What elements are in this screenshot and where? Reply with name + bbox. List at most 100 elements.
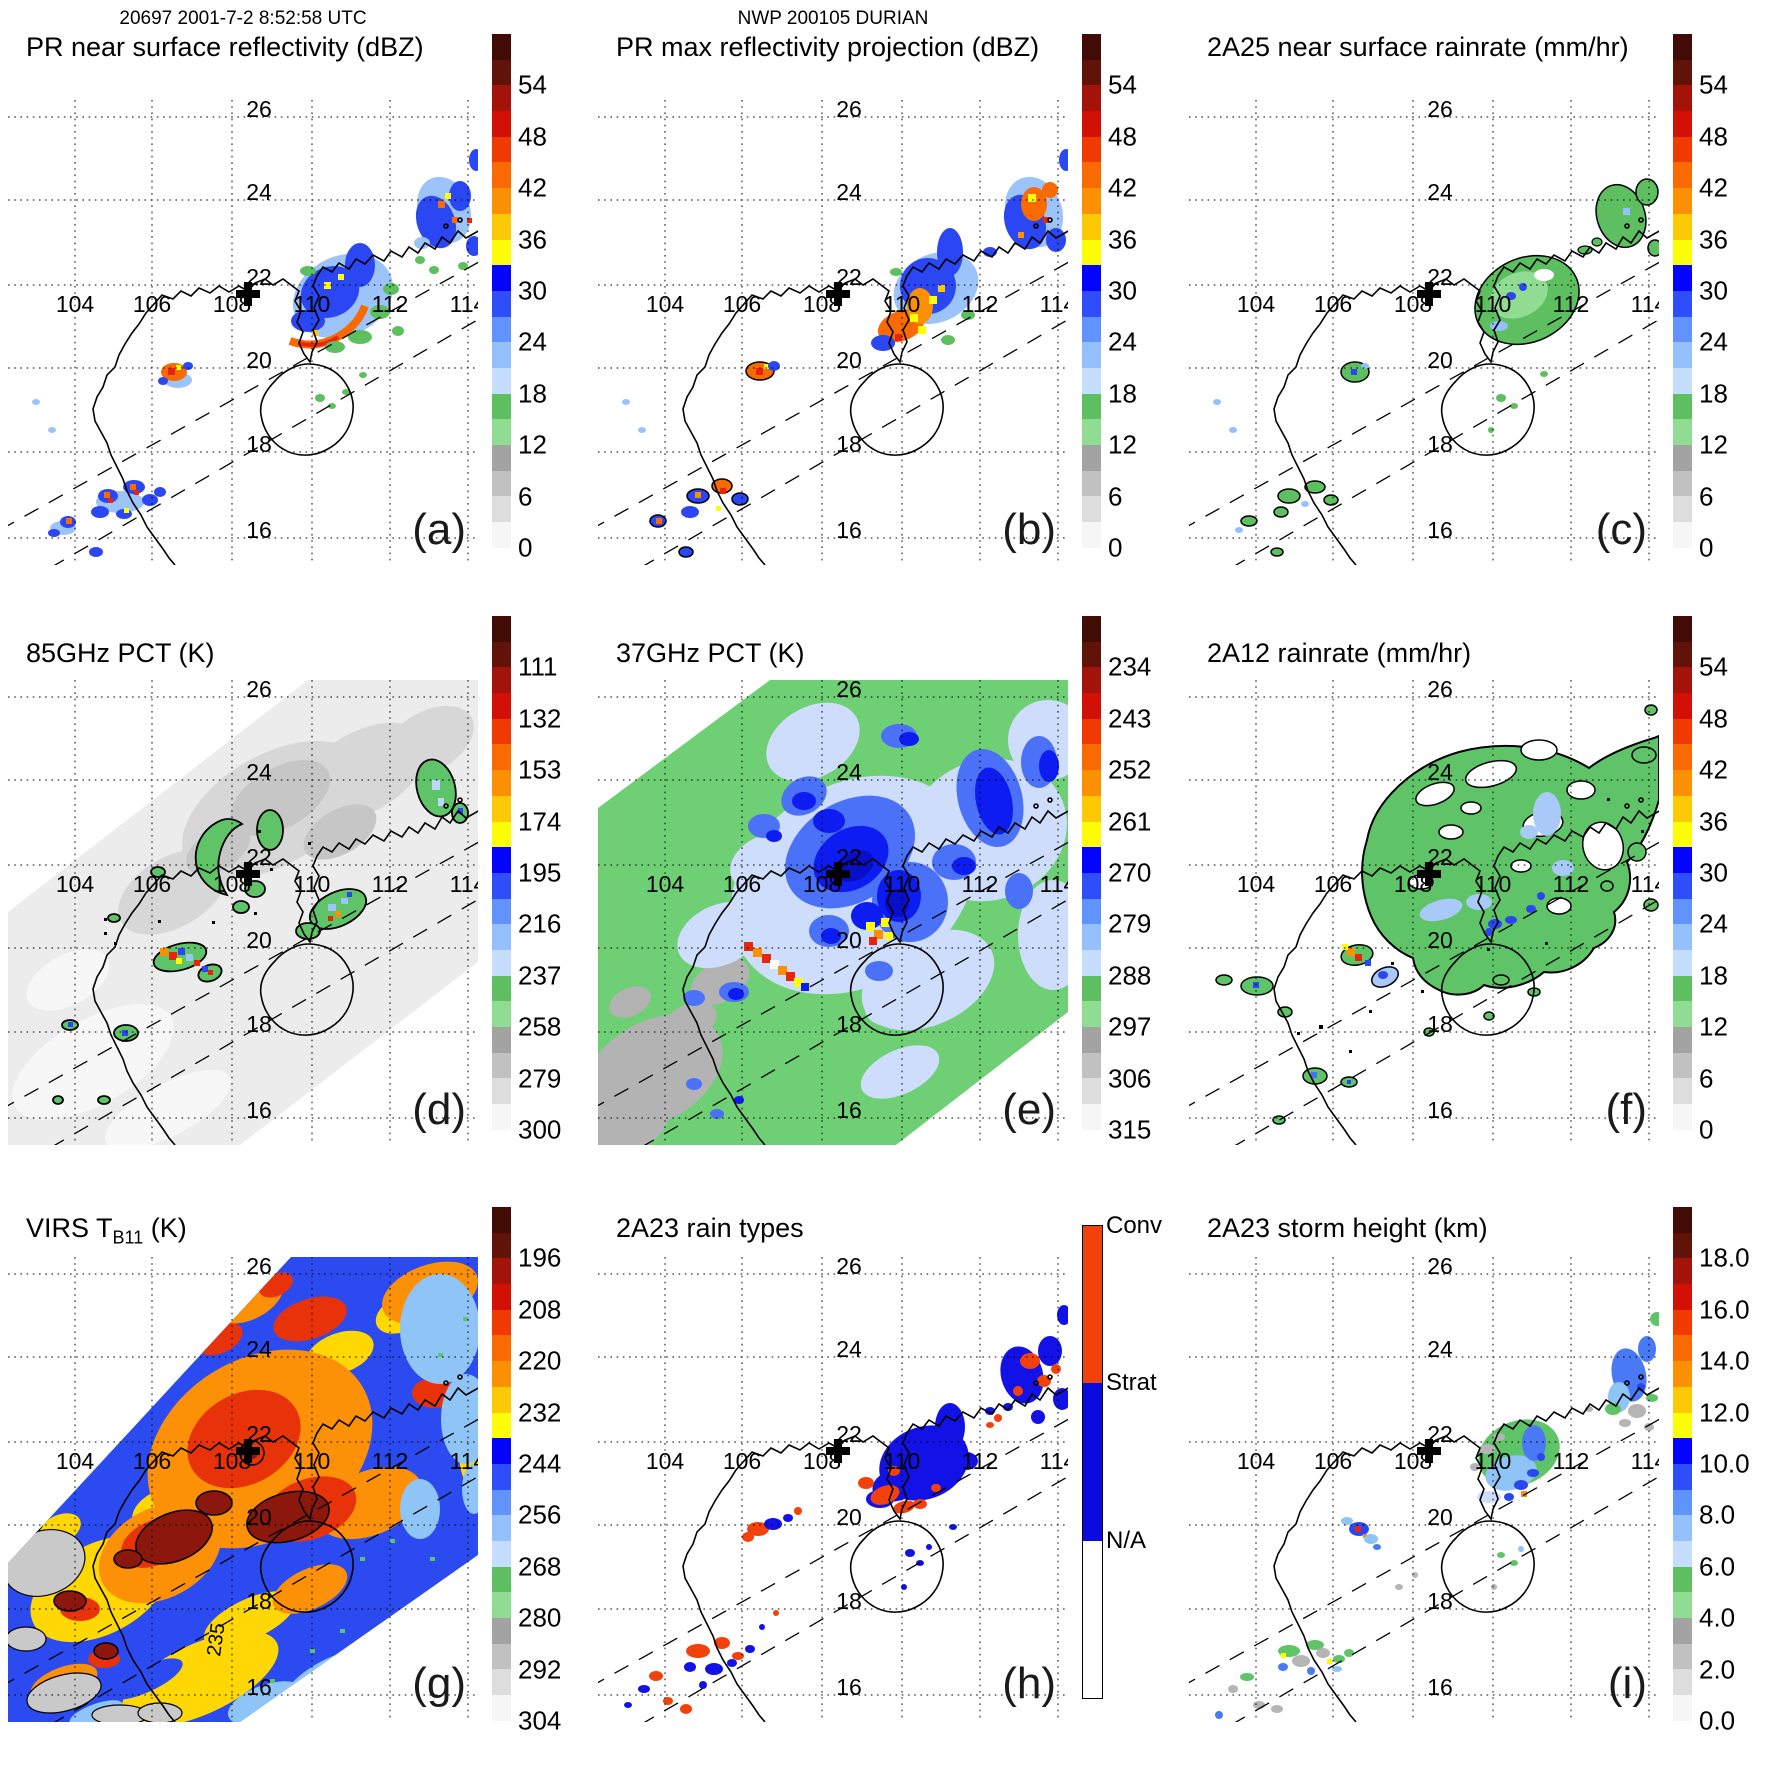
panel-e-title: 37GHz PCT (K) xyxy=(616,638,805,668)
latitude-label: 16 xyxy=(246,1674,272,1700)
colorbar-segment xyxy=(492,1643,511,1670)
colorbar-segment xyxy=(492,1463,511,1490)
colorbar-segment xyxy=(1673,265,1692,291)
colorbar-tick-label: 12 xyxy=(1108,429,1137,460)
colorbar-tick-label: 12.0 xyxy=(1699,1397,1750,1428)
panel-g-title-units: (K) xyxy=(143,1213,187,1243)
colorbar-segment xyxy=(1673,522,1692,548)
colorbar-tick-label: 24 xyxy=(1108,326,1137,357)
colorbar-segment xyxy=(492,265,511,291)
pct85-data-overlay xyxy=(8,680,478,1145)
colorbar-tick-label: 36 xyxy=(518,224,547,255)
map-g: 104106108110112114262422201816 xyxy=(8,1257,478,1722)
panel-letter-d: (d) xyxy=(412,1085,466,1134)
map-e: 104106108110112114262422201816 xyxy=(598,680,1068,1145)
latitude-label: 18 xyxy=(836,1588,862,1614)
colorbar-segment xyxy=(492,821,511,848)
latitude-label: 18 xyxy=(1427,1011,1453,1037)
panel-letter-h: (h) xyxy=(1002,1659,1056,1708)
colorbar-tick-label: 132 xyxy=(518,703,562,734)
colorbar-segment xyxy=(1082,59,1101,86)
latitude-label: 18 xyxy=(246,1588,272,1614)
colorbar-segment xyxy=(492,693,511,719)
map-canvas-c: 104106108110112114262422201816 xyxy=(1189,100,1659,565)
colorbar-segment xyxy=(492,1232,511,1259)
map-canvas-h: 104106108110112114262422201816 xyxy=(598,1257,1068,1722)
colorbar-segment xyxy=(1673,1078,1692,1105)
longitude-label: 112 xyxy=(372,291,409,317)
panel-g-title: VIRS TB11 (K) xyxy=(26,1213,187,1248)
colorbar-segment xyxy=(1673,616,1692,642)
longitude-label: 110 xyxy=(294,871,331,897)
latitude-label: 24 xyxy=(1427,759,1453,785)
colorbar-segment xyxy=(1673,1592,1692,1618)
longitude-label: 114 xyxy=(450,291,478,317)
colorbar-c: 54 48 42 36 30 24 18 12 6 0 xyxy=(1673,34,1728,563)
panel-f: 2A12 rainrate (mm/hr) 104106108110112114… xyxy=(1181,590,1771,1180)
colorbar-tick-label: 12 xyxy=(1699,429,1728,460)
colorbar-segment xyxy=(492,1566,511,1593)
figure-header-center: NWP 200105 DURIAN xyxy=(737,8,929,29)
latitude-label: 18 xyxy=(246,431,272,457)
panel-b-title: PR max reflectivity projection (dBZ) xyxy=(616,32,1040,62)
colorbar-segment xyxy=(1673,1618,1692,1644)
colorbar-tick-label: 24 xyxy=(1699,908,1728,939)
colorbar-segment xyxy=(1082,239,1101,266)
latitude-label: 24 xyxy=(1427,179,1453,205)
colorbar-tick-label: 268 xyxy=(518,1551,562,1582)
colorbar-segment xyxy=(492,744,511,771)
colorbar-tick-label: 30 xyxy=(1108,275,1137,306)
colorbar-segment xyxy=(1673,111,1692,137)
colorbar-tick-label: 4.0 xyxy=(1699,1602,1736,1633)
colorbar-tick-label: 297 xyxy=(1108,1011,1152,1042)
latitude-label: 18 xyxy=(836,1011,862,1037)
latitude-label: 26 xyxy=(246,100,272,122)
colorbar-tick-label: 54 xyxy=(1699,651,1728,682)
panel-d: 85GHz PCT (K) 10410610811011211426242220… xyxy=(0,590,590,1180)
colorbar-tick-label: 24 xyxy=(1699,326,1728,357)
colorbar-tick-label: 18 xyxy=(1699,378,1728,409)
colorbar-segment xyxy=(1082,847,1101,873)
longitude-label: 110 xyxy=(1475,1448,1512,1474)
map-canvas-f: 104106108110112114262422201816 xyxy=(1189,680,1659,1145)
colorbar-segment xyxy=(1082,34,1101,60)
colorbar-segment xyxy=(1082,1078,1101,1105)
colorbar-tick-label: 237 xyxy=(518,960,562,991)
longitude-label: 104 xyxy=(56,871,95,897)
longitude-label: 104 xyxy=(646,291,685,317)
longitude-label: 110 xyxy=(294,1448,331,1474)
colorbar-tick-label: 24 xyxy=(518,326,547,357)
colorbar-tick-label: 195 xyxy=(518,857,562,888)
colorbar-segment xyxy=(1673,1258,1692,1285)
rain-type-label: N/A xyxy=(1106,1526,1147,1554)
colorbar-a: 54 48 42 36 30 24 18 12 6 0 xyxy=(492,34,547,563)
colorbar-segment xyxy=(1082,419,1101,445)
colorbar-tick-label: 208 xyxy=(518,1294,562,1325)
colorbar-tick-label: 42 xyxy=(1699,172,1728,203)
colorbar-tick-label: 315 xyxy=(1108,1114,1152,1145)
latitude-label: 16 xyxy=(1427,517,1453,543)
colorbar-segment xyxy=(1673,239,1692,266)
latitude-label: 24 xyxy=(246,759,272,785)
colorbar-segment xyxy=(1673,1695,1692,1721)
map-i: 104106108110112114262422201816 xyxy=(1189,1257,1659,1722)
panel-letter-a: (a) xyxy=(412,505,466,554)
colorbar-segment xyxy=(1673,667,1692,694)
colorbar-segment xyxy=(1673,1386,1692,1413)
colorbar-segment xyxy=(1673,213,1692,240)
colorbar-tick-label: 18 xyxy=(518,378,547,409)
longitude-label: 114 xyxy=(450,871,478,897)
longitude-label: 110 xyxy=(294,291,331,317)
colorbar-segment xyxy=(1673,1463,1692,1490)
colorbar-tick-label: 304 xyxy=(518,1705,562,1736)
pct37-data-overlay xyxy=(598,680,1068,1145)
latitude-label: 20 xyxy=(836,927,862,953)
colorbar-segment xyxy=(1082,342,1101,368)
colorbar-segment xyxy=(492,1618,511,1644)
colorbar-segment xyxy=(1082,1104,1101,1130)
colorbar-segment xyxy=(1673,718,1692,745)
colorbar-tick-label: 18 xyxy=(1699,960,1728,991)
longitude-label: 106 xyxy=(1314,871,1352,897)
map-a: 104106108110112114262422201816 xyxy=(8,100,478,565)
